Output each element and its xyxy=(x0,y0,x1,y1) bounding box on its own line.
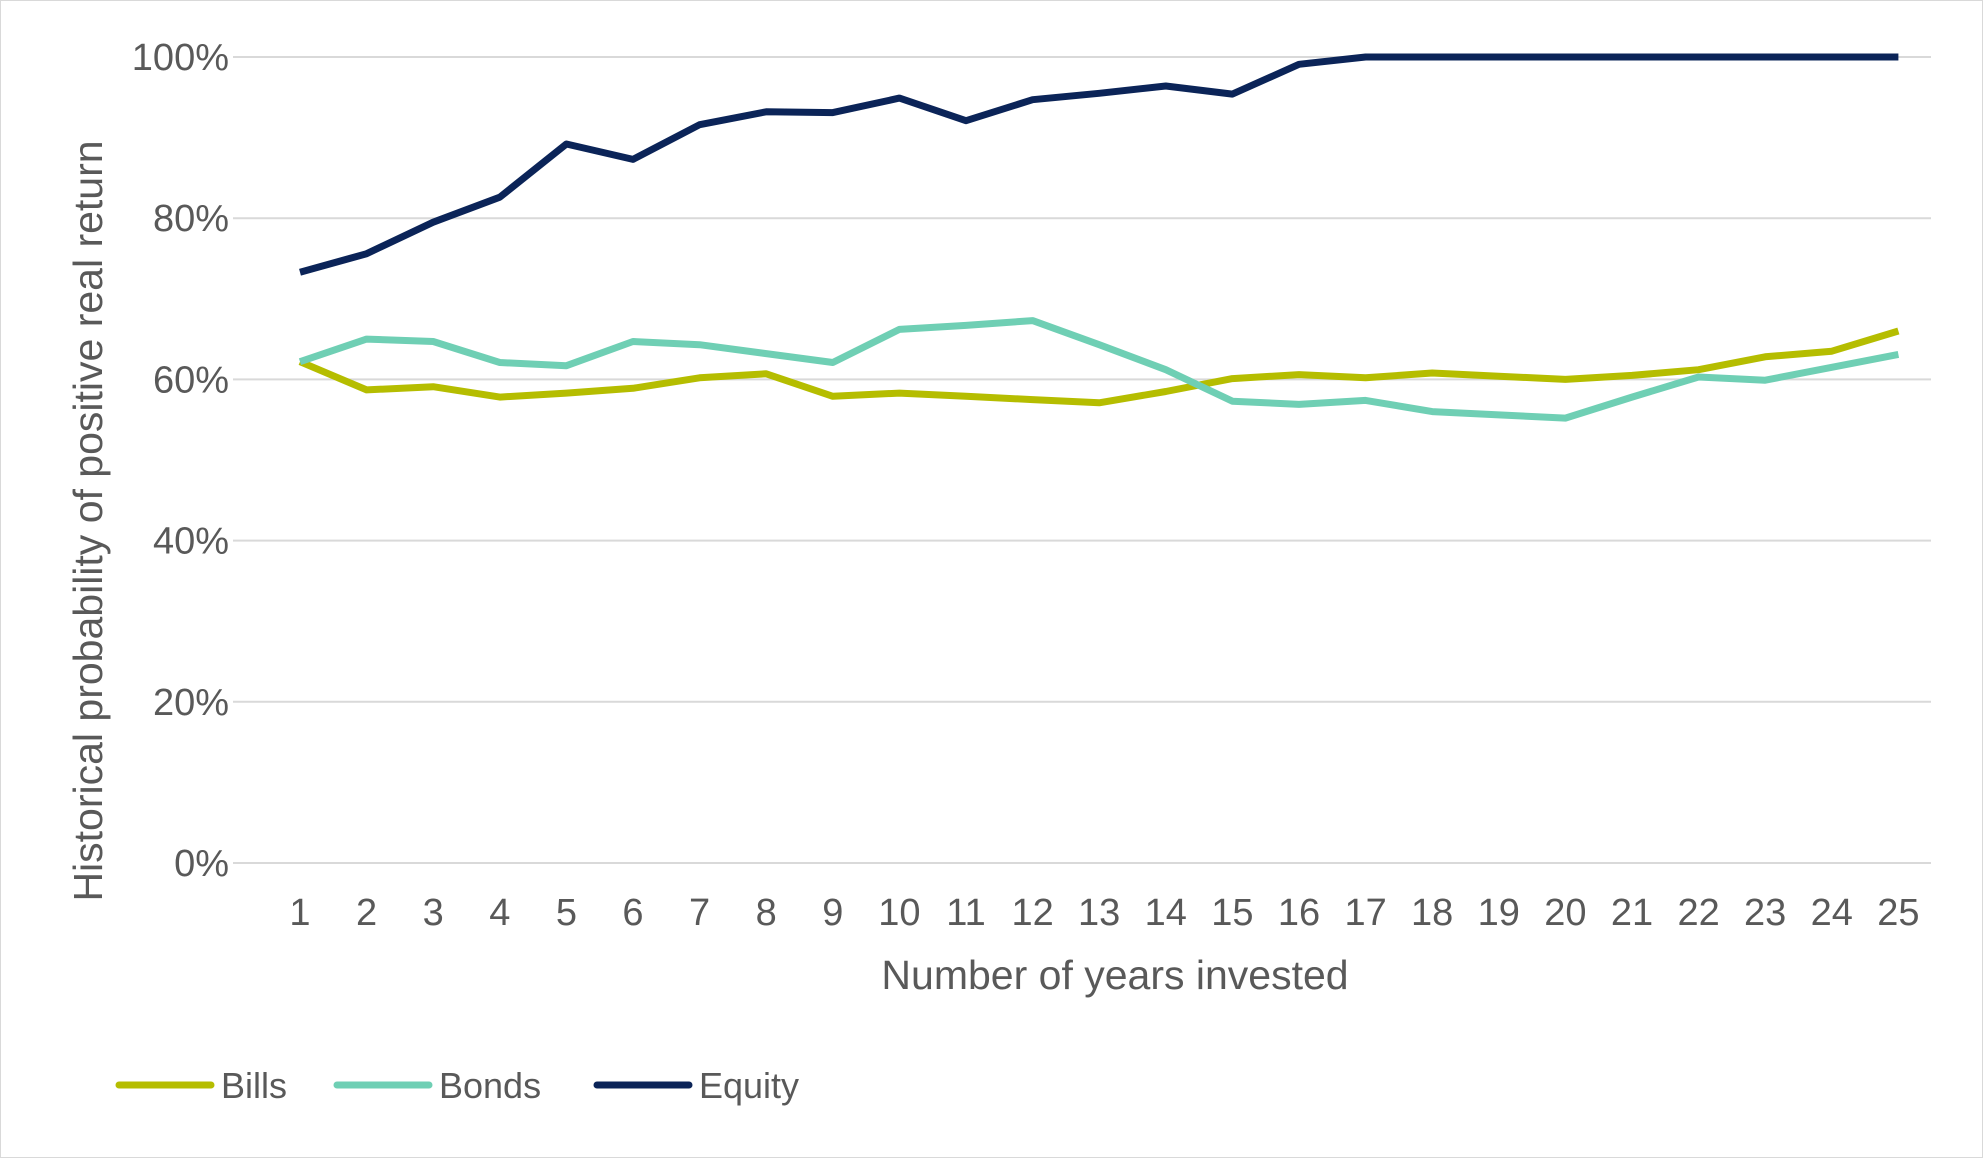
legend-label: Equity xyxy=(699,1065,799,1106)
x-axis-tick-labels: 1 2 3 4 5 6 7 8 9 10 11 12 13 14 15 16 17 18 19 20 21 22 23 24 2… xyxy=(289,892,1919,934)
x-tick-label: 14 xyxy=(1145,892,1187,934)
x-tick-label: 11 xyxy=(946,892,985,934)
x-tick-label: 24 xyxy=(1811,892,1853,934)
legend: Bills Bonds Equity xyxy=(115,1065,799,1106)
series-line-bonds xyxy=(298,317,1900,422)
x-tick-label: 5 xyxy=(556,892,577,934)
x-tick-label: 2 xyxy=(356,892,377,934)
x-tick-label: 4 xyxy=(489,892,510,934)
series-line-equity xyxy=(299,53,1899,276)
x-axis-title: Number of years invested xyxy=(881,952,1348,998)
x-tick-label: 19 xyxy=(1478,892,1520,934)
y-tick-label: 80% xyxy=(153,198,229,240)
x-tick-label: 22 xyxy=(1677,892,1719,934)
x-tick-label: 9 xyxy=(822,892,843,934)
x-tick-label: 20 xyxy=(1544,892,1586,934)
y-axis-tick-labels: 0% 20% 40% 60% 80% 100% xyxy=(132,37,229,885)
gridlines xyxy=(233,56,1931,864)
x-tick-label: 25 xyxy=(1877,892,1919,934)
x-tick-label: 17 xyxy=(1344,892,1386,934)
x-tick-label: 13 xyxy=(1078,892,1120,934)
series-lines xyxy=(298,53,1900,422)
x-tick-label: 23 xyxy=(1744,892,1786,934)
x-tick-label: 10 xyxy=(878,892,920,934)
legend-item-bills: Bills xyxy=(115,1065,287,1106)
x-tick-label: 18 xyxy=(1411,892,1453,934)
x-tick-label: 3 xyxy=(423,892,444,934)
legend-label: Bonds xyxy=(439,1065,541,1106)
y-tick-label: 100% xyxy=(132,37,229,79)
x-tick-label: 6 xyxy=(622,892,643,934)
x-tick-label: 21 xyxy=(1611,892,1653,934)
x-tick-label: 12 xyxy=(1011,892,1053,934)
y-tick-label: 0% xyxy=(174,843,229,885)
y-tick-label: 60% xyxy=(153,359,229,401)
y-tick-label: 40% xyxy=(153,521,229,563)
x-tick-label: 1 xyxy=(289,892,310,934)
series-line-bills xyxy=(298,327,1900,407)
y-axis-title: Historical probability of positive real … xyxy=(65,140,111,901)
x-tick-label: 16 xyxy=(1278,892,1320,934)
x-tick-label: 7 xyxy=(689,892,710,934)
x-tick-label: 8 xyxy=(756,892,777,934)
legend-label: Bills xyxy=(221,1065,287,1106)
y-tick-label: 20% xyxy=(153,682,229,724)
legend-item-equity: Equity xyxy=(593,1065,799,1106)
x-tick-label: 15 xyxy=(1211,892,1253,934)
legend-item-bonds: Bonds xyxy=(333,1065,541,1106)
